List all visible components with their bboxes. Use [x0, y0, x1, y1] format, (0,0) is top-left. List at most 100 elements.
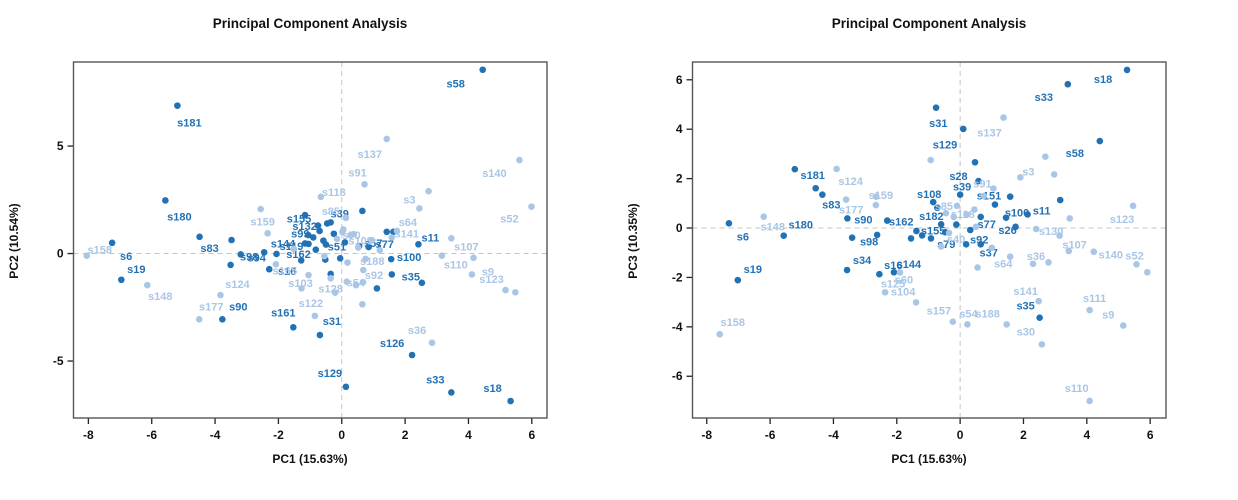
data-point [376, 247, 384, 254]
x-axis-label: PC1 (15.63%) [891, 452, 967, 466]
point-label: s54 [959, 308, 978, 320]
data-point [305, 240, 312, 248]
point-label: s188 [975, 308, 999, 320]
data-point [971, 206, 978, 213]
data-point [297, 257, 305, 264]
point-label: s109 [348, 235, 372, 247]
point-label: s98 [240, 251, 258, 263]
point-label: s158 [88, 245, 112, 257]
data-point [1129, 202, 1137, 210]
x-tick-label: -6 [765, 428, 776, 442]
point-label: s177 [839, 205, 863, 217]
point-label: s52 [500, 214, 518, 226]
data-point [1032, 225, 1040, 233]
point-label: s33 [426, 374, 444, 386]
point-label: s180 [788, 220, 812, 232]
point-label: s148 [761, 222, 785, 234]
data-point [219, 316, 226, 323]
data-point [1086, 306, 1093, 314]
data-point [320, 237, 327, 244]
data-point [416, 205, 423, 212]
y-tick-label: -5 [53, 354, 64, 368]
data-point [196, 233, 203, 241]
data-point [512, 288, 519, 296]
data-point [260, 248, 268, 256]
x-tick-label: -2 [891, 428, 902, 442]
data-point [1000, 114, 1007, 121]
data-point [340, 226, 347, 233]
point-label: s85 [322, 206, 340, 218]
data-point [228, 236, 235, 244]
data-point [1056, 232, 1063, 239]
point-label: s118 [322, 187, 346, 199]
point-label: s26 [998, 225, 1016, 237]
data-point [502, 286, 509, 294]
pca-panel-left: -8 -6 -4 -2 0 2 4 6 -5 0 5 s58 s181 s180 s83 s6 s19 s94 s9… [7, 16, 548, 466]
data-point [516, 156, 523, 164]
data-point [265, 265, 273, 273]
point-label: s100 [1005, 208, 1029, 220]
data-point [365, 243, 372, 251]
point-label: s141 [1013, 286, 1037, 298]
point-label: s137 [977, 128, 1001, 140]
point-label: s58 [447, 79, 465, 91]
point-label: s125 [881, 278, 905, 290]
data-point [974, 264, 981, 271]
data-point [290, 323, 297, 331]
pca-scatter-right: -8 -6 -4 -2 0 2 4 6 -6 -4 -2 0 2 4 6 s18 s33 s31 s129 s58 s2… [672, 61, 1167, 442]
data-point [912, 299, 920, 306]
data-point [1006, 253, 1014, 260]
point-label: s34 [853, 255, 872, 267]
data-point [448, 389, 455, 396]
data-point [195, 316, 203, 323]
data-point [272, 260, 280, 268]
data-point [388, 271, 396, 278]
point-label: s98 [860, 237, 878, 249]
data-point [352, 281, 360, 289]
data-point [819, 191, 826, 198]
point-label: s161 [271, 307, 295, 319]
y-tick-label: 6 [676, 73, 683, 87]
point-label: s31 [323, 316, 341, 328]
data-point [1003, 321, 1010, 328]
data-point [913, 227, 920, 235]
data-point [321, 252, 328, 260]
point-label: s19 [127, 264, 145, 276]
point-label: s39 [953, 182, 971, 194]
point-label: s11 [422, 232, 440, 244]
data-point [1006, 193, 1014, 200]
point-label: s64 [994, 259, 1013, 271]
data-point [257, 205, 264, 213]
data-point [780, 232, 788, 239]
data-point [945, 229, 953, 237]
y-tick-label: 0 [57, 247, 64, 261]
data-point [966, 226, 974, 234]
data-point [342, 383, 350, 391]
data-point [359, 207, 366, 215]
data-point [312, 246, 320, 253]
data-point [977, 241, 985, 248]
data-point [383, 135, 391, 143]
data-point [301, 211, 309, 219]
data-point [1035, 297, 1042, 305]
point-label: s91 [348, 167, 366, 179]
data-point [833, 165, 840, 173]
data-point [1056, 196, 1064, 204]
y-tick-label: 2 [676, 172, 683, 186]
data-point [393, 227, 401, 235]
point-label: s141 [395, 228, 419, 240]
data-point [336, 254, 344, 262]
y-axis-label: PC2 (10.54%) [7, 203, 21, 279]
point-label: s181 [177, 118, 201, 130]
data-point [237, 251, 245, 258]
point-label: s107 [454, 241, 478, 253]
data-point [362, 255, 369, 263]
data-point [896, 269, 904, 276]
data-point [1038, 341, 1046, 348]
data-point [1024, 211, 1031, 218]
point-label: s83 [822, 200, 840, 212]
data-point [108, 239, 116, 247]
point-label: s51 [328, 242, 346, 254]
data-point [812, 184, 820, 192]
